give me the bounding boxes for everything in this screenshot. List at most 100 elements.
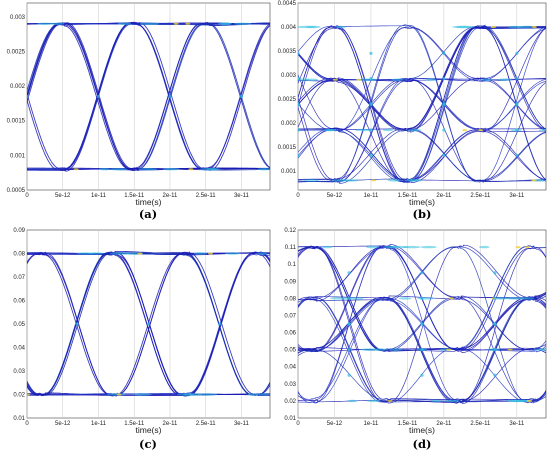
density-highlight [515,246,521,249]
density-highlight [388,348,403,351]
crossing-highlight [347,271,351,275]
y-tick-label: 0.06 [13,299,25,305]
density-highlight [371,179,377,182]
x-tick-label: 2.5e-11 [470,421,491,427]
x-tick-label: 1e-11 [91,193,107,199]
crossing-highlight [442,51,446,55]
density-highlight [109,252,130,255]
density-highlight [404,179,421,182]
crossing-highlight [275,297,278,300]
y-tick-label: 0.1 [288,262,297,268]
density-highlight [343,179,359,182]
density-highlight [193,252,207,255]
density-highlight [531,25,537,28]
crossing-highlight [298,76,300,81]
density-highlight [321,245,333,249]
crossing-highlight [275,271,278,274]
density-highlight [408,128,422,132]
density-highlight [37,22,53,25]
y-tick-label: 0.04 [284,365,296,371]
x-tick-label: 1e-11 [363,193,379,199]
density-highlight [335,25,347,29]
density-highlight [509,399,529,403]
density-highlight [524,246,530,249]
density-highlight [185,22,191,25]
x-axis-label: time(s) [409,425,435,435]
y-tick-label: 0.05 [13,322,25,328]
crossing-highlight [493,348,497,352]
panel-c: 0 5e-12 1e-11 1.5e-11 2e-11 2.5e-11 3e-11 0.01 0… [13,228,271,451]
eye-trace [298,28,546,106]
panel-label: (b) [413,207,432,221]
trace-group [27,250,270,397]
crossing-highlight [442,128,446,132]
eye-trace [298,26,546,183]
y-tick-label: 0.01 [13,416,25,422]
y-tick-label: 0.001 [10,153,26,159]
y-tick-label: 0.0015 [7,119,26,125]
crossing-highlight [515,51,519,55]
crossing-highlight [27,94,29,99]
eye-trace [298,26,546,180]
density-highlight [490,25,496,28]
eye-trace [298,79,546,183]
density-highlight [356,78,362,81]
crossing-highlight [347,296,351,300]
crossing-highlight [442,153,446,157]
crossing-highlight [515,103,519,107]
density-highlight [176,393,195,396]
x-axis-label: time(s) [409,197,435,207]
y-tick-label: 0.06 [284,331,296,337]
density-highlight [480,78,493,81]
density-highlight [27,393,30,396]
y-tick-label: 0.002 [10,84,26,90]
density-highlight [533,348,546,351]
density-highlight [234,22,252,25]
density-highlight [357,78,378,81]
density-highlight [347,399,358,403]
crossing-highlight [369,153,373,157]
crossing-highlight [442,76,446,81]
panel-a: 0 5e-12 1e-11 1.5e-11 2e-11 2.5e-11 3e-11 0.000… [7,2,271,221]
density-highlight [417,297,435,300]
density-highlight [493,297,509,300]
crossing-highlight [493,296,497,300]
y-tick-label: 0.05 [284,348,296,354]
eye-trace [27,24,270,171]
density-highlight [224,252,241,255]
density-highlight [138,168,158,171]
crossing-highlight [75,322,79,326]
density-highlight [330,297,350,300]
y-tick-label: 0.0005 [7,188,26,194]
crossing-highlight [347,373,351,377]
eye-trace [298,25,546,182]
density-highlight [444,399,460,403]
density-highlight [208,252,214,255]
density-highlight [478,129,484,132]
panel-label: (d) [413,437,432,451]
y-tick-label: 0.11 [285,245,297,251]
x-axis-label: time(s) [136,197,162,207]
crossing-highlight [239,94,244,99]
density-highlight [298,25,317,29]
x-tick-label: 2.5e-11 [470,193,491,199]
y-tick-label: 0.03 [13,369,25,375]
density-highlight [366,399,381,403]
y-tick-label: 0.004 [281,25,297,31]
x-tick-label: 1e-11 [91,421,107,427]
crossing-highlight [96,94,101,99]
y-tick-label: 0.0045 [278,1,297,7]
density-highlight [391,78,404,81]
y-tick-label: 0.12 [284,228,296,234]
x-tick-label: 3e-11 [234,421,250,427]
crossing-highlight [275,374,278,377]
crossing-highlight [218,322,222,326]
x-tick-label: 2e-11 [436,193,452,199]
y-tick-label: 0.08 [13,252,25,258]
density-highlight [77,252,94,255]
density-highlight [360,348,378,351]
density-highlight [507,348,513,351]
x-tick-label: 1e-11 [363,421,379,427]
x-tick-label: 2.5e-11 [196,421,217,427]
